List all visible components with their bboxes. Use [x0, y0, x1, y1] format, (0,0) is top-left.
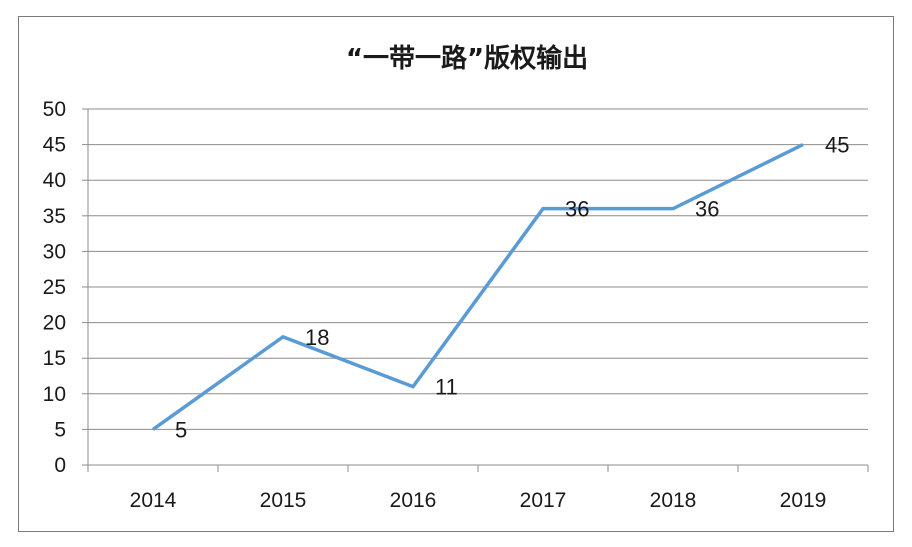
y-tick-label: 30 [43, 240, 66, 263]
chart-title: “一带一路”版权输出 [346, 43, 588, 74]
x-axis-ticks: 2014 2015 2016 2017 2018 2019 [87, 465, 869, 512]
x-tick-label: 2014 [130, 489, 177, 512]
x-tick-label: 2017 [520, 489, 567, 512]
chart-frame [18, 16, 894, 532]
x-tick-label: 2019 [780, 489, 827, 512]
x-tick-label: 2015 [260, 489, 307, 512]
y-tick-label: 20 [43, 312, 66, 335]
data-label: 11 [435, 375, 458, 400]
series-group [151, 143, 804, 431]
data-label: 18 [305, 325, 329, 350]
x-tick-label: 2016 [390, 489, 437, 512]
y-tick-label: 40 [43, 169, 66, 192]
y-tick-label: 25 [43, 276, 66, 299]
data-label: 5 [175, 417, 187, 442]
x-tick-label: 2018 [650, 489, 697, 512]
y-tick-label: 15 [43, 347, 66, 370]
y-tick-label: 45 [43, 134, 66, 157]
series-line [151, 143, 804, 431]
data-label: 45 [825, 133, 849, 158]
y-tick-label: 5 [54, 418, 66, 441]
y-tick-label: 50 [43, 98, 66, 121]
data-label: 36 [695, 197, 719, 222]
data-labels: 5 18 11 36 36 45 [175, 133, 849, 443]
gridlines [88, 108, 868, 430]
y-tick-label: 0 [54, 454, 66, 477]
y-tick-label: 35 [43, 205, 66, 228]
y-tick-label: 10 [43, 383, 66, 406]
data-label: 36 [565, 197, 589, 222]
y-axis-ticks: 0 5 10 15 20 25 30 35 40 45 50 [43, 98, 88, 477]
